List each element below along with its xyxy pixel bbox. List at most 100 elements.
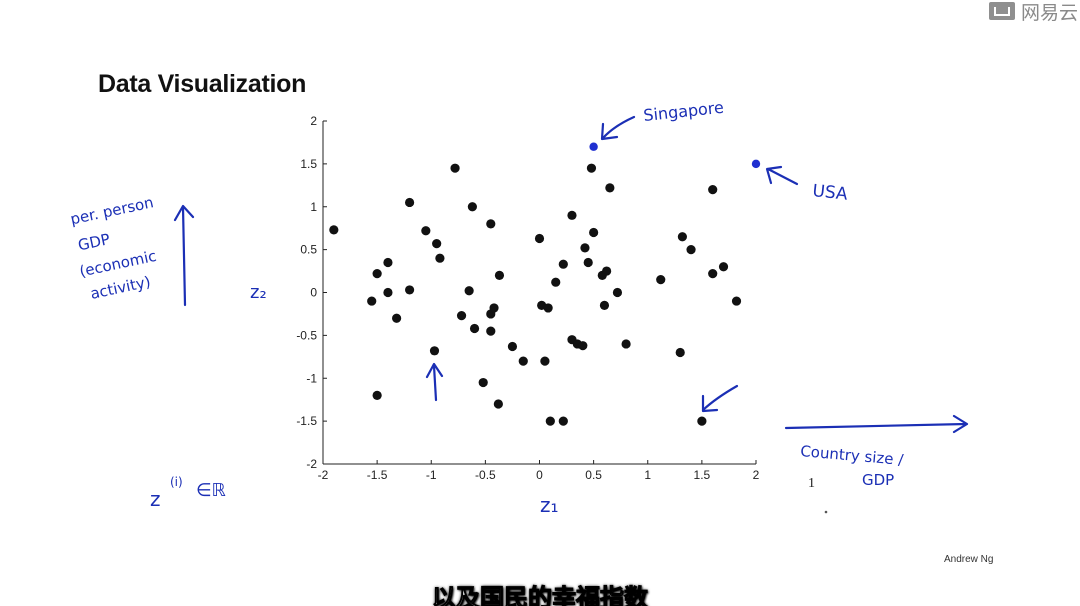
data-point xyxy=(329,225,339,235)
data-point xyxy=(405,285,415,295)
data-point xyxy=(686,245,696,255)
y-axis-note-line-1: per. person xyxy=(69,193,155,228)
y-tick-label: 1.5 xyxy=(300,157,317,171)
data-point xyxy=(486,219,496,229)
data-point xyxy=(489,303,499,313)
data-point xyxy=(708,269,718,279)
watermark: 网易云 xyxy=(983,0,1080,24)
data-point xyxy=(621,339,631,349)
y-axis-up-arrow-icon xyxy=(173,204,195,307)
data-point xyxy=(507,341,518,352)
data-point xyxy=(467,202,477,212)
data-point xyxy=(421,226,431,236)
data-point xyxy=(464,286,474,296)
data-point xyxy=(372,269,382,279)
x-tick-label: 2 xyxy=(753,468,760,482)
watermark-logo-icon xyxy=(988,2,1015,20)
y-tick-label: -0.5 xyxy=(296,328,317,342)
data-point xyxy=(372,390,382,400)
data-point xyxy=(580,243,590,253)
x-tick-label: 0.5 xyxy=(585,468,602,482)
y-tick-label: 2 xyxy=(310,114,317,128)
point-down-arrow-icon xyxy=(701,384,739,413)
highlighted-data-point xyxy=(589,142,598,151)
y-tick-label: 0 xyxy=(310,286,317,300)
data-point xyxy=(392,313,402,323)
data-point xyxy=(605,183,615,193)
membership-base: z xyxy=(150,487,161,511)
x-tick-label: -1 xyxy=(426,468,437,482)
y-tick-label: 1 xyxy=(310,200,317,214)
data-point xyxy=(493,399,503,409)
credit-text: Andrew Ng xyxy=(944,554,994,565)
data-point xyxy=(367,296,377,306)
membership-annotation: z (i) ∈ℝ xyxy=(150,475,226,511)
data-point xyxy=(518,356,528,366)
data-point xyxy=(697,416,707,426)
y-axis-note-line-2: GDP xyxy=(76,230,111,254)
x-tick-label: 1 xyxy=(644,468,651,482)
data-point xyxy=(589,227,599,238)
y-axis-note: per. person GDP (economic activity) xyxy=(69,193,158,303)
data-point xyxy=(612,287,623,298)
x-tick-label: 0 xyxy=(536,468,543,482)
data-point xyxy=(677,232,687,242)
data-point xyxy=(534,233,545,244)
x-axis-note-line-1: Country size / xyxy=(800,442,905,469)
y-tick-label: -2 xyxy=(306,457,317,471)
x-ticks: -2 -1.5 -1 -0.5 0 0.5 1 1.5 2 xyxy=(318,460,760,482)
x-tick-label: 1.5 xyxy=(694,468,711,482)
data-point xyxy=(718,262,729,272)
slide-title: Data Visualization xyxy=(98,70,307,93)
x-tick-label: -2 xyxy=(318,468,329,482)
data-point xyxy=(602,266,612,276)
data-point xyxy=(478,377,488,388)
singapore-label: Singapore xyxy=(642,98,724,125)
y-tick-label: -1 xyxy=(306,371,317,385)
data-point xyxy=(551,277,561,287)
data-point xyxy=(405,197,415,208)
data-point xyxy=(486,326,496,336)
data-point xyxy=(583,257,593,268)
data-point xyxy=(567,210,577,220)
membership-rest: ∈ℝ xyxy=(196,480,226,501)
x-axis-right-arrow-icon xyxy=(784,414,969,434)
data-point xyxy=(494,270,505,280)
data-point xyxy=(540,356,550,366)
data-point xyxy=(383,287,393,298)
usa-label: USA xyxy=(811,181,848,205)
x-tick-label: -0.5 xyxy=(475,468,496,482)
watermark-text: 网易云 xyxy=(1020,2,1078,24)
highlighted-data-point xyxy=(751,159,761,169)
data-point xyxy=(545,416,555,426)
data-point xyxy=(558,416,568,426)
x-axis-note-line-2: GDP xyxy=(862,471,894,489)
x-tick-label: -1.5 xyxy=(367,468,388,482)
data-point xyxy=(435,253,445,263)
data-point xyxy=(578,341,588,351)
video-subtitle: 以及国民的幸福指数 xyxy=(432,584,649,606)
data-point xyxy=(599,300,610,310)
data-points xyxy=(329,142,761,426)
data-point xyxy=(429,346,440,356)
z1-label: z₁ xyxy=(540,493,559,517)
singapore-arrow-icon xyxy=(600,115,636,141)
y-tick-label: 0.5 xyxy=(300,243,317,257)
data-point xyxy=(708,185,718,195)
data-point xyxy=(469,323,480,334)
data-point xyxy=(656,275,666,285)
data-point xyxy=(450,163,460,173)
y-ticks: 2 1.5 1 0.5 0 -0.5 -1 -1.5 -2 xyxy=(296,114,327,471)
data-point xyxy=(432,239,442,249)
data-point xyxy=(586,163,597,173)
stray-dot xyxy=(824,510,828,514)
y-tick-label: -1.5 xyxy=(296,414,317,428)
data-point xyxy=(383,257,393,268)
data-point xyxy=(558,259,568,269)
z2-label: z₂ xyxy=(250,282,267,303)
usa-arrow-icon xyxy=(765,165,799,186)
data-point xyxy=(456,311,467,321)
point-up-arrow-icon xyxy=(425,362,444,402)
data-point xyxy=(675,347,685,358)
